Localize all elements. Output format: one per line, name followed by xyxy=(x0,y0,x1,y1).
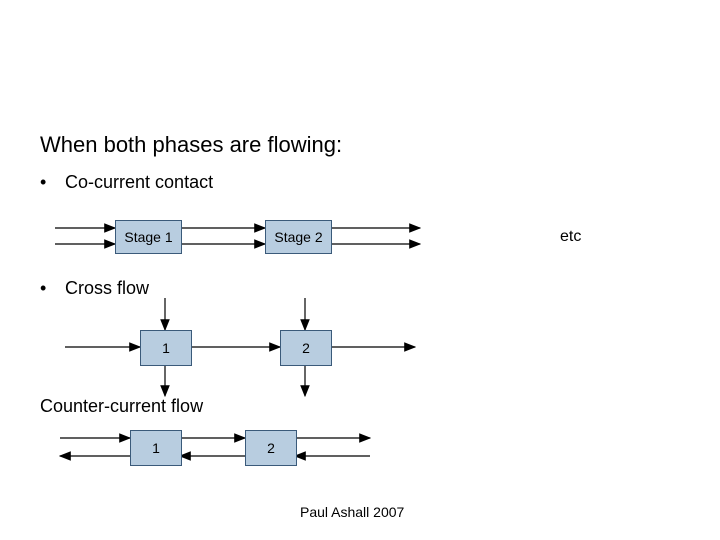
counter-current-box-1: 1 xyxy=(130,430,182,466)
cross-flow-box-1: 1 xyxy=(140,330,192,366)
co-current-box-2: Stage 2 xyxy=(265,220,332,254)
counter-current-box-2: 2 xyxy=(245,430,297,466)
co-current-box-1: Stage 1 xyxy=(115,220,182,254)
diagram-svg xyxy=(0,0,720,540)
cross-flow-box-2: 2 xyxy=(280,330,332,366)
